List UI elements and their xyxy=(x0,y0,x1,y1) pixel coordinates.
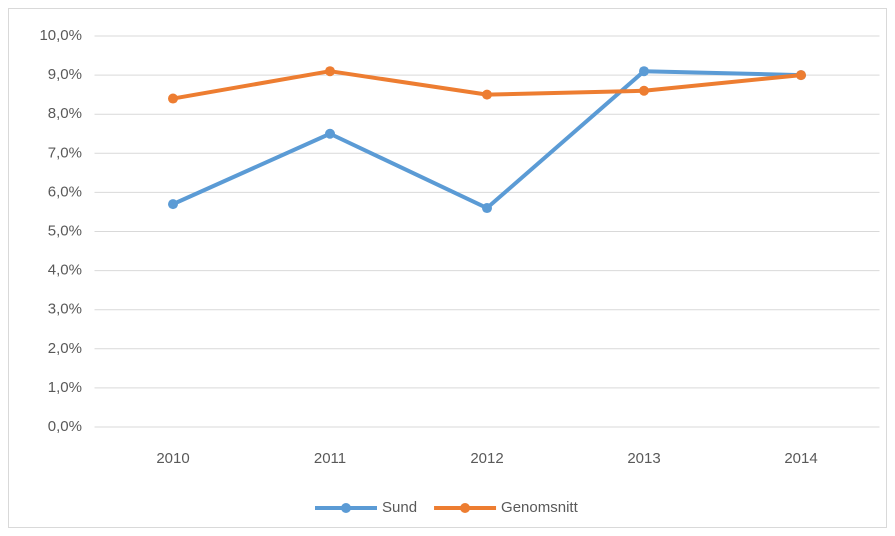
point xyxy=(325,128,335,139)
legend-label: Genomsnitt xyxy=(501,499,579,516)
legend-label: Sund xyxy=(382,499,417,516)
point xyxy=(325,66,335,77)
y-tick-label: 1,0% xyxy=(48,379,82,396)
y-tick-label: 7,0% xyxy=(48,144,82,161)
x-tick-label: 2012 xyxy=(470,450,503,467)
point xyxy=(639,66,649,77)
point xyxy=(168,93,178,104)
y-tick-label: 10,0% xyxy=(39,27,82,44)
y-tick-label: 8,0% xyxy=(48,105,82,122)
y-tick-label: 9,0% xyxy=(48,66,82,83)
chart-border xyxy=(8,8,887,528)
point xyxy=(482,203,492,214)
y-tick-label: 0,0% xyxy=(48,418,82,435)
x-tick-label: 2011 xyxy=(314,450,346,467)
y-tick-label: 6,0% xyxy=(48,183,82,200)
y-tick-label: 4,0% xyxy=(48,262,82,279)
point xyxy=(168,199,178,210)
x-tick-label: 2010 xyxy=(156,450,189,467)
y-tick-label: 3,0% xyxy=(48,301,82,318)
x-tick-label: 2013 xyxy=(627,450,660,467)
point xyxy=(482,89,492,100)
legend-marker xyxy=(341,503,351,513)
y-tick-label: 5,0% xyxy=(48,222,82,239)
x-tick-label: 2014 xyxy=(784,450,817,467)
point xyxy=(639,85,649,96)
legend-marker xyxy=(460,503,471,513)
y-tick-label: 2,0% xyxy=(48,340,82,357)
point xyxy=(796,70,806,81)
